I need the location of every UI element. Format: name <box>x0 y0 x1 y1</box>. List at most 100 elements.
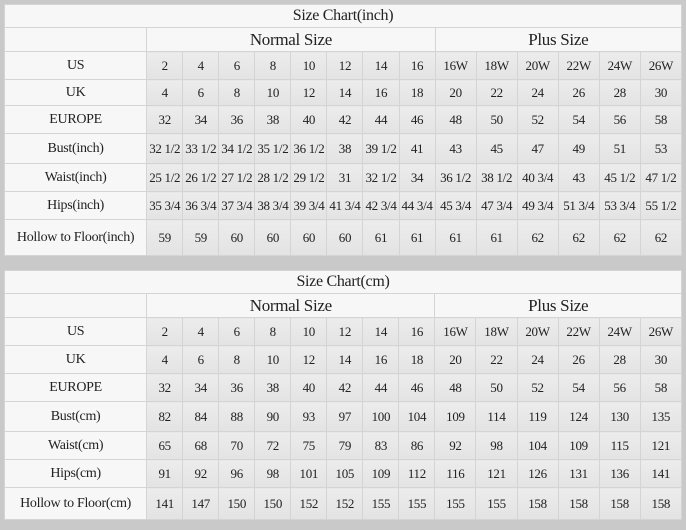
table-cell: 61 <box>362 219 400 256</box>
table-cell: 41 3/4 <box>326 191 364 220</box>
table-row: Bust(cm) 82 84 88 90 93 97 100 104 109 114 119 124 13… <box>3 401 683 432</box>
table-cell: 105 <box>326 459 364 488</box>
table-cell: 6 <box>182 79 220 106</box>
table-cell: 2 <box>146 51 184 80</box>
table-cell: 10 <box>254 345 292 374</box>
table-cell: 36 <box>218 373 256 402</box>
table-cell: 109 <box>434 401 477 432</box>
table-cell: 33 1/2 <box>182 133 220 164</box>
table-cell: 32 1/2 <box>146 133 184 164</box>
table-cell: 26 <box>557 79 600 106</box>
table-row: US 2 4 6 8 10 12 14 16 16W 18W 20W 22W 24W 26W <box>3 317 683 346</box>
table-cell: 38 <box>254 373 292 402</box>
table-cell: 158 <box>598 487 641 520</box>
table-cell: 68 <box>182 431 220 460</box>
table-cell: 24W <box>598 51 641 80</box>
table-cell: 40 3/4 <box>516 163 559 192</box>
table-cell: 10 <box>254 79 292 106</box>
table-cell: 155 <box>475 487 518 520</box>
table-cell: 8 <box>254 317 292 346</box>
table-cell: 35 1/2 <box>254 133 292 164</box>
table-cell: 116 <box>434 459 477 488</box>
table-cell: 72 <box>254 431 292 460</box>
row-label: Waist(inch) <box>3 163 148 192</box>
row-label: Bust(cm) <box>3 401 148 432</box>
title-row: Size Chart(inch) <box>4 4 682 28</box>
table-cell: 56 <box>598 105 641 134</box>
table-cell: 8 <box>218 79 256 106</box>
table-cell: 60 <box>254 219 292 256</box>
table-cell: 92 <box>434 431 477 460</box>
table-cell: 53 <box>639 133 683 164</box>
table-cell: 104 <box>516 431 559 460</box>
table-cell: 37 3/4 <box>218 191 256 220</box>
row-label: EUROPE <box>3 373 148 402</box>
table-cell: 16 <box>362 79 400 106</box>
table-row: EUROPE 32 34 36 38 40 42 44 46 48 50 52 54 56 58 <box>3 105 683 134</box>
table-cell: 158 <box>557 487 600 520</box>
table-cell: 24W <box>598 317 641 346</box>
table-cell: 49 3/4 <box>516 191 559 220</box>
table-cell: 130 <box>598 401 641 432</box>
table-cell: 112 <box>398 459 436 488</box>
table-cell: 55 1/2 <box>639 191 683 220</box>
table-cell: 22W <box>557 51 600 80</box>
table-cell: 12 <box>326 51 364 80</box>
table-cell: 39 3/4 <box>290 191 328 220</box>
table-cell: 101 <box>290 459 328 488</box>
table-cell: 152 <box>326 487 364 520</box>
table-row: Hollow to Floor(cm) 141 147 150 150 152 152 155… <box>3 487 683 520</box>
table-cell: 30 <box>639 345 683 374</box>
row-label: Hips(cm) <box>3 459 148 488</box>
table-cell: 2 <box>146 317 184 346</box>
table-cell: 22 <box>475 345 518 374</box>
table-cell: 47 1/2 <box>639 163 683 192</box>
table-cell: 36 1/2 <box>434 163 477 192</box>
table-cell: 44 3/4 <box>398 191 436 220</box>
table-cell: 35 3/4 <box>146 191 184 220</box>
table-row: UK 4 6 8 10 12 14 16 18 20 22 24 26 28 30 <box>3 345 683 374</box>
table-cell: 6 <box>218 51 256 80</box>
group-header-plus: Plus Size <box>434 293 682 318</box>
table-cell: 39 1/2 <box>362 133 400 164</box>
table-cell: 50 <box>475 105 518 134</box>
table-cell: 135 <box>639 401 683 432</box>
table-cell: 26 <box>557 345 600 374</box>
table-row: Waist(inch) 25 1/2 26 1/2 27 1/2 28 1/2 29 1/… <box>3 163 683 192</box>
table-cell: 6 <box>218 317 256 346</box>
table-cell: 16W <box>434 317 477 346</box>
row-label: Hips(inch) <box>3 191 148 220</box>
table-cell: 24 <box>516 79 559 106</box>
group-header-plus: Plus Size <box>434 27 683 52</box>
table-cell: 141 <box>639 459 683 488</box>
table-cell: 56 <box>598 373 641 402</box>
table-cell: 22 <box>475 79 518 106</box>
table-cell: 119 <box>516 401 559 432</box>
table-cell: 34 1/2 <box>218 133 256 164</box>
table-cell: 51 3/4 <box>557 191 600 220</box>
table-cell: 121 <box>475 459 518 488</box>
table-cell: 59 <box>146 219 184 256</box>
table-cell: 60 <box>326 219 364 256</box>
table-cell: 48 <box>434 373 477 402</box>
table-cell: 31 <box>326 163 364 192</box>
table-cell: 45 <box>475 133 518 164</box>
table-cell: 30 <box>639 79 683 106</box>
table-cell: 52 <box>516 105 559 134</box>
table-cell: 32 <box>146 105 184 134</box>
table-cell: 43 <box>434 133 477 164</box>
table-cell: 32 <box>146 373 184 402</box>
table-cell: 54 <box>557 373 600 402</box>
table-cell: 18 <box>398 345 436 374</box>
table-cell: 20 <box>434 79 477 106</box>
table-cell: 141 <box>146 487 184 520</box>
table-cell: 8 <box>254 51 292 80</box>
table-cell: 65 <box>146 431 184 460</box>
table-cell: 18W <box>475 51 518 80</box>
table-cell: 121 <box>639 431 683 460</box>
table-cell: 114 <box>475 401 518 432</box>
table-cell: 51 <box>598 133 641 164</box>
table-cell: 27 1/2 <box>218 163 256 192</box>
table-cell: 70 <box>218 431 256 460</box>
table-cell: 59 <box>182 219 220 256</box>
